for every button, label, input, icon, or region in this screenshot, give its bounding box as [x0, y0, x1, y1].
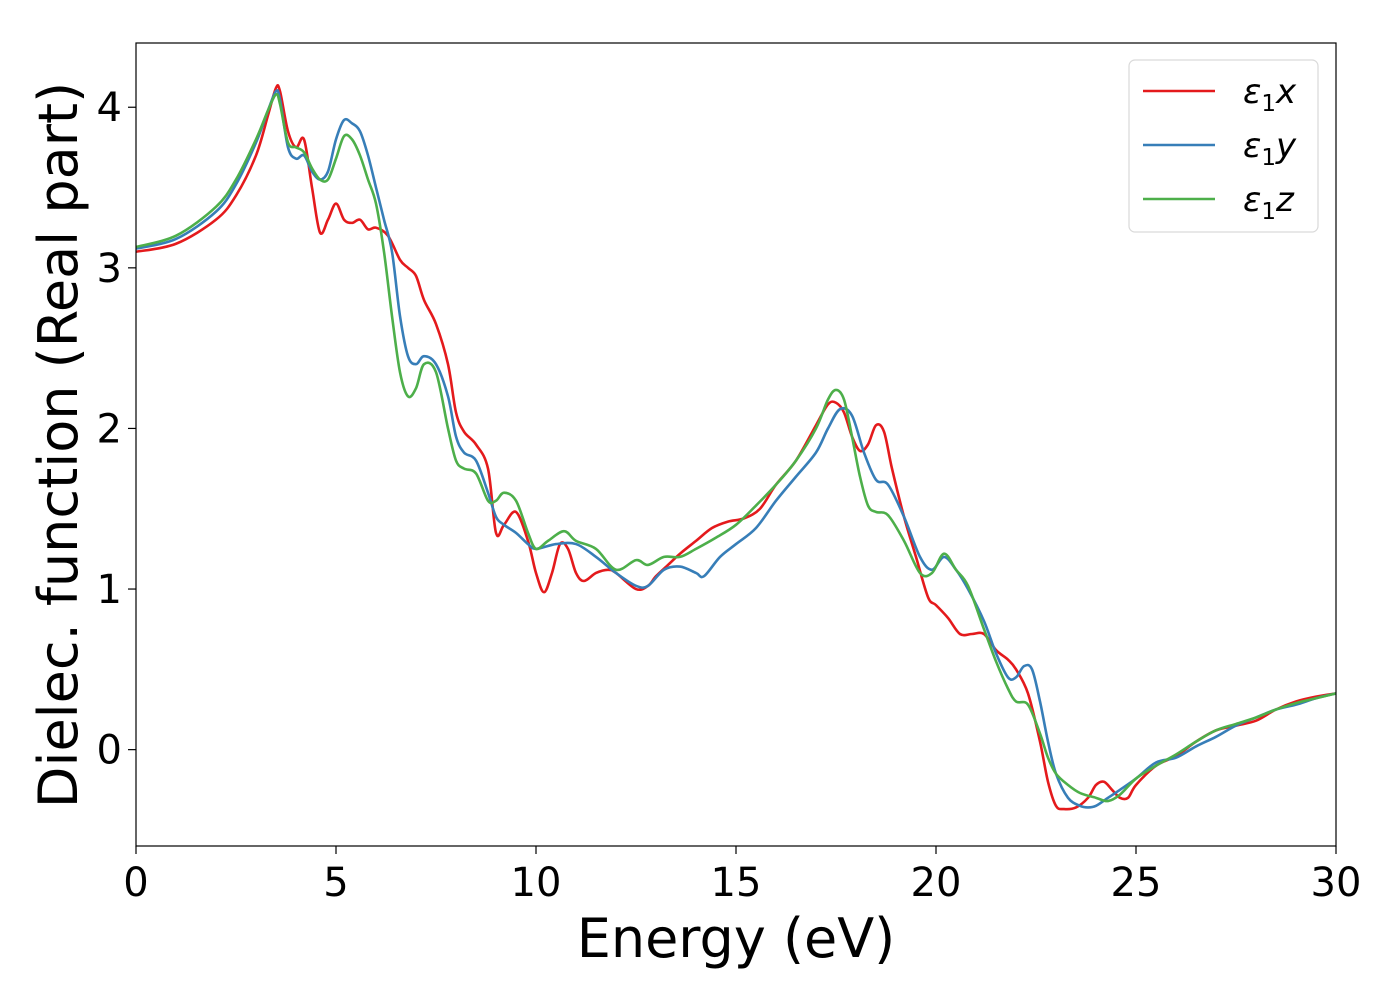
x-tick-label: 20: [911, 860, 962, 906]
y-tick-label: 4: [97, 85, 122, 131]
x-tick-label: 10: [511, 860, 562, 906]
legend-entry-z: ε1z: [1143, 180, 1295, 225]
legend: ε1x ε1y ε1z: [1128, 59, 1319, 233]
legend-label: ε1z: [1243, 180, 1295, 225]
series-layer: [136, 84, 1336, 811]
y-axis: 0 1 2 3 4: [97, 85, 136, 774]
x-tick-label: 30: [1311, 860, 1362, 906]
y-axis-title: Dielec. function (Real part): [27, 82, 90, 808]
y-tick-label: 0: [97, 728, 122, 774]
series-line-z: [136, 92, 1336, 803]
x-axis: 0 5 10 15 20 25 30: [123, 846, 1361, 906]
x-tick-label: 5: [323, 860, 348, 906]
legend-label: ε1x: [1243, 72, 1297, 117]
legend-entry-x: ε1x: [1143, 72, 1297, 117]
y-tick-label: 3: [97, 246, 122, 292]
y-tick-label: 1: [97, 567, 122, 613]
x-tick-label: 15: [711, 860, 762, 906]
x-tick-label: 0: [123, 860, 148, 906]
legend-frame: [1128, 59, 1319, 233]
legend-label: ε1y: [1243, 126, 1297, 171]
x-axis-title: Energy (eV): [577, 907, 896, 970]
legend-entry-y: ε1y: [1143, 126, 1297, 171]
series-line-y: [136, 89, 1336, 809]
y-tick-label: 2: [97, 406, 122, 452]
x-tick-label: 25: [1111, 860, 1162, 906]
